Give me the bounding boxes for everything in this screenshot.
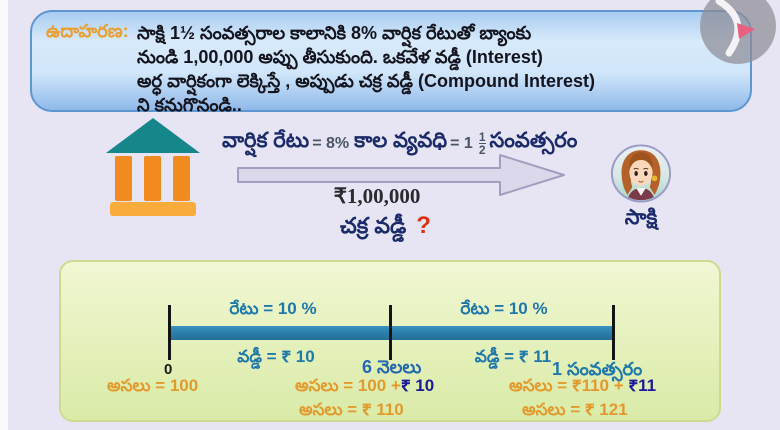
period-unit-label: సంవత్సరం [489, 129, 578, 152]
question-line: చక్ర వడ్డీ? [340, 212, 431, 244]
principal-mid-added: ₹ 10 [400, 376, 435, 395]
rate-label-segment-1: రేటు = 10 % [229, 299, 317, 318]
principal-end-added: ₹11 [628, 376, 657, 395]
timeline-bar [169, 326, 615, 340]
annual-rate-label: వార్షిక రేటు [222, 129, 310, 152]
timeline-box: రేటు = 10 % రేటు = 10 % వడ్డీ = ₹ 10 వడ్… [59, 260, 721, 422]
fraction-numerator: 1 [478, 130, 486, 144]
bank-pillar [173, 156, 190, 201]
interest-label-segment-1: వడ్డీ = ₹ 10 [237, 347, 315, 366]
problem-line-3: అర్ధ వార్షికంగా లెక్కిస్తే , అప్పుడు చక్… [137, 71, 595, 91]
problem-line-1: సాక్షి 1½ సంవత్సరాల కాలానికి 8% వార్షిక … [137, 23, 532, 43]
principal-mid-base: అసలు = 100 + [295, 376, 401, 395]
problem-text: సాక్షి 1½ సంవత్సరాల కాలానికి 8% వార్షిక … [137, 21, 595, 117]
person-name: సాక్షి [624, 206, 658, 229]
principal-mid-total: అసలు = ₹ 110 [299, 400, 404, 419]
timeline-tick-start [168, 305, 171, 360]
principal-start: అసలు = 100 [107, 376, 199, 395]
bank-roof [106, 118, 200, 153]
fraction-denominator: 2 [478, 143, 486, 157]
tick-label-1-year: 1 సంవత్సరం [552, 359, 643, 379]
tick-label-zero: 0 [164, 361, 173, 378]
compound-interest-label: చక్ర వడ్డీ [340, 213, 407, 238]
rate-label-segment-2: రేటు = 10 % [460, 299, 548, 318]
interest-label-segment-2: వడ్డీ = ₹ 11 [474, 347, 552, 366]
period-whole-value: = 1 [450, 134, 473, 152]
bank-base [110, 202, 196, 216]
tick-label-6-months: 6 నెలలు [362, 357, 422, 377]
problem-line-2: నుండి 1,00,000 అప్పు తీసుకుంది. ఒకవేళ వడ… [137, 47, 543, 67]
bank-pillar [115, 156, 132, 201]
arrow-right-icon [237, 154, 565, 196]
principal-mid-sum: అసలు = 100 +₹ 10 [295, 376, 434, 400]
problem-line-4: ని కనుగొనండి.. [137, 95, 242, 115]
example-label: ఉదాహరణ: [46, 21, 129, 41]
channel-logo-icon [699, 0, 777, 65]
timeline-tick-end [612, 305, 615, 360]
loan-amount: ₹1,00,000 [333, 184, 421, 208]
principal-end-base: అసలు = ₹110 + [509, 376, 629, 395]
principal-end-total: అసలు = ₹ 121 [522, 400, 628, 419]
principal-end-sum: అసలు = ₹110 + ₹11 [509, 376, 656, 400]
left-edge-strip [0, 0, 8, 430]
bank-pillar [144, 156, 161, 201]
annual-rate-value: = 8% [312, 134, 350, 152]
period-fraction: 1 2 [478, 130, 486, 157]
girl-avatar [610, 143, 672, 204]
loan-terms: వార్షిక రేటు = 8% కాల వ్యవధి = 1 1 2 సంవ… [222, 129, 577, 158]
question-mark: ? [416, 212, 431, 239]
timeline-tick-middle [389, 305, 392, 360]
period-label: కాల వ్యవధి [354, 129, 448, 152]
problem-box: ఉదాహరణ: సాక్షి 1½ సంవత్సరాల కాలానికి 8% … [30, 10, 752, 115]
bank-building-icon [106, 118, 200, 216]
